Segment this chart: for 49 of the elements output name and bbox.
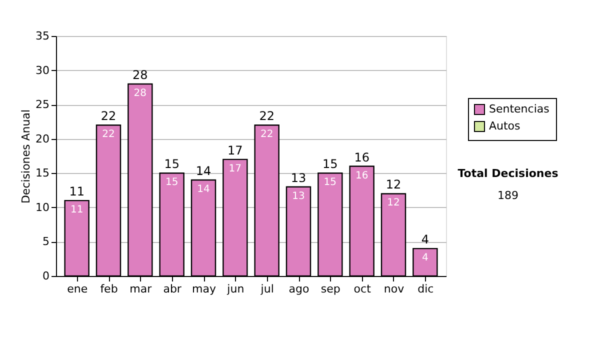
y-tick-label: 15 (36, 166, 50, 180)
data-label: 17 (228, 163, 242, 174)
data-label: 15 (324, 177, 337, 188)
data-label: 4 (422, 252, 428, 264)
x-tick-label: jul (260, 282, 274, 296)
x-tick-label: sep (320, 282, 340, 296)
data-label: 28 (134, 88, 147, 99)
total-label: 22 (259, 109, 274, 124)
y-tick-label: 10 (36, 200, 50, 214)
x-tick-label: nov (384, 282, 405, 296)
data-label: 13 (292, 190, 305, 202)
y-tick-label: 20 (36, 132, 50, 146)
y-tick-label: 5 (42, 235, 50, 248)
x-tick-label: may (192, 282, 216, 296)
x-tick-label: dic (418, 282, 434, 296)
total-label: 12 (386, 178, 402, 192)
total-label: 15 (322, 157, 338, 172)
total-label: 15 (164, 157, 180, 172)
data-label: 16 (355, 170, 368, 182)
data-label: 14 (197, 184, 210, 195)
legend-label: Autos (489, 120, 521, 132)
data-label: 22 (260, 129, 274, 140)
x-tick-label: mar (130, 282, 152, 296)
text: 189 (498, 189, 518, 202)
x-tick-label: ago (288, 282, 310, 296)
x-tick-label: ene (67, 282, 88, 296)
y-tick-label: 0 (42, 270, 50, 282)
y-tick-label: 30 (36, 64, 50, 77)
y-axis-title: Decisiones Anual (20, 109, 33, 204)
x-tick-label: jun (226, 282, 244, 296)
total-label: 4 (421, 232, 429, 247)
legend-label: Sentencias (489, 102, 550, 116)
data-label: 12 (387, 198, 400, 209)
total-label: 11 (69, 184, 84, 199)
total-label: 14 (196, 164, 212, 178)
total-label: 22 (100, 109, 116, 124)
total-label: 28 (132, 68, 148, 82)
data-label: 22 (102, 129, 115, 140)
total-label: 13 (290, 170, 306, 185)
x-tick-label: abr (163, 282, 182, 296)
y-tick-label: 35 (36, 30, 50, 42)
x-tick-label: feb (100, 282, 118, 296)
total-label: 17 (228, 143, 243, 158)
y-tick-label: 25 (36, 98, 50, 112)
text: Total Decisiones (458, 167, 559, 180)
total-label: 16 (354, 150, 370, 164)
data-label: 15 (165, 177, 178, 188)
data-label: 11 (70, 204, 84, 216)
x-tick-label: oct (354, 282, 372, 296)
